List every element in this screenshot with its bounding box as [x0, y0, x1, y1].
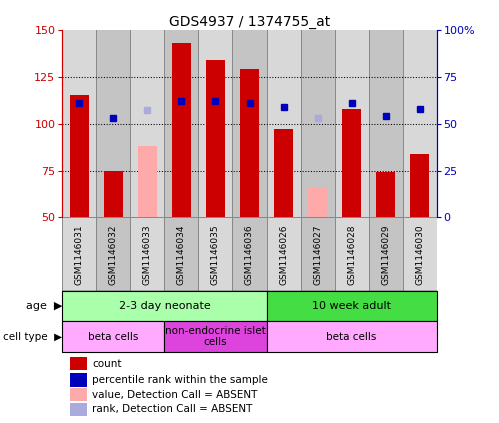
Bar [165, 321, 266, 352]
Bar [70, 403, 87, 416]
Text: GSM1146033: GSM1146033 [143, 224, 152, 285]
Bar [342, 109, 361, 217]
Text: GSM1146029: GSM1146029 [381, 224, 390, 285]
Bar [233, 30, 266, 217]
Bar [199, 30, 233, 217]
Bar [70, 373, 87, 387]
Text: GSM1146028: GSM1146028 [347, 224, 356, 285]
Text: GSM1146035: GSM1146035 [211, 224, 220, 285]
Bar [266, 30, 300, 217]
Bar [172, 43, 191, 217]
Bar [403, 30, 437, 217]
Title: GDS4937 / 1374755_at: GDS4937 / 1374755_at [169, 14, 330, 29]
Bar [233, 217, 266, 291]
Text: non-endocrine islet
cells: non-endocrine islet cells [165, 326, 266, 347]
Bar [165, 30, 199, 217]
Bar [96, 30, 130, 217]
Bar [165, 217, 199, 291]
Bar [199, 217, 233, 291]
Bar [300, 30, 334, 217]
Bar [104, 170, 123, 217]
Bar [308, 187, 327, 217]
Bar [62, 321, 165, 352]
Bar [300, 217, 334, 291]
Bar [266, 321, 437, 352]
Text: 2-3 day neonate: 2-3 day neonate [119, 301, 210, 311]
Bar [70, 388, 87, 401]
Bar [62, 291, 266, 321]
Bar [206, 60, 225, 217]
Text: percentile rank within the sample: percentile rank within the sample [92, 375, 268, 385]
Bar [96, 217, 130, 291]
Bar [334, 217, 369, 291]
Bar [62, 217, 96, 291]
Bar [240, 69, 259, 217]
Text: cell type  ▶: cell type ▶ [3, 332, 62, 342]
Bar [376, 173, 395, 217]
Text: rank, Detection Call = ABSENT: rank, Detection Call = ABSENT [92, 404, 252, 415]
Bar [334, 30, 369, 217]
Text: GSM1146034: GSM1146034 [177, 224, 186, 285]
Bar [138, 146, 157, 217]
Text: value, Detection Call = ABSENT: value, Detection Call = ABSENT [92, 390, 257, 400]
Bar [274, 129, 293, 217]
Text: GSM1146027: GSM1146027 [313, 224, 322, 285]
Bar [130, 30, 165, 217]
Bar [130, 217, 165, 291]
Bar [410, 154, 429, 217]
Bar [266, 217, 300, 291]
Text: beta cells: beta cells [326, 332, 377, 342]
Bar [369, 30, 403, 217]
Text: GSM1146030: GSM1146030 [415, 224, 424, 285]
Bar [70, 95, 89, 217]
Text: GSM1146032: GSM1146032 [109, 224, 118, 285]
Bar [62, 30, 96, 217]
Bar [70, 357, 87, 371]
Text: GSM1146031: GSM1146031 [75, 224, 84, 285]
Text: count: count [92, 359, 122, 369]
Bar [266, 291, 437, 321]
Text: 10 week adult: 10 week adult [312, 301, 391, 311]
Bar [369, 217, 403, 291]
Text: age  ▶: age ▶ [25, 301, 62, 311]
Text: GSM1146036: GSM1146036 [245, 224, 254, 285]
Text: beta cells: beta cells [88, 332, 139, 342]
Bar [403, 217, 437, 291]
Text: GSM1146026: GSM1146026 [279, 224, 288, 285]
